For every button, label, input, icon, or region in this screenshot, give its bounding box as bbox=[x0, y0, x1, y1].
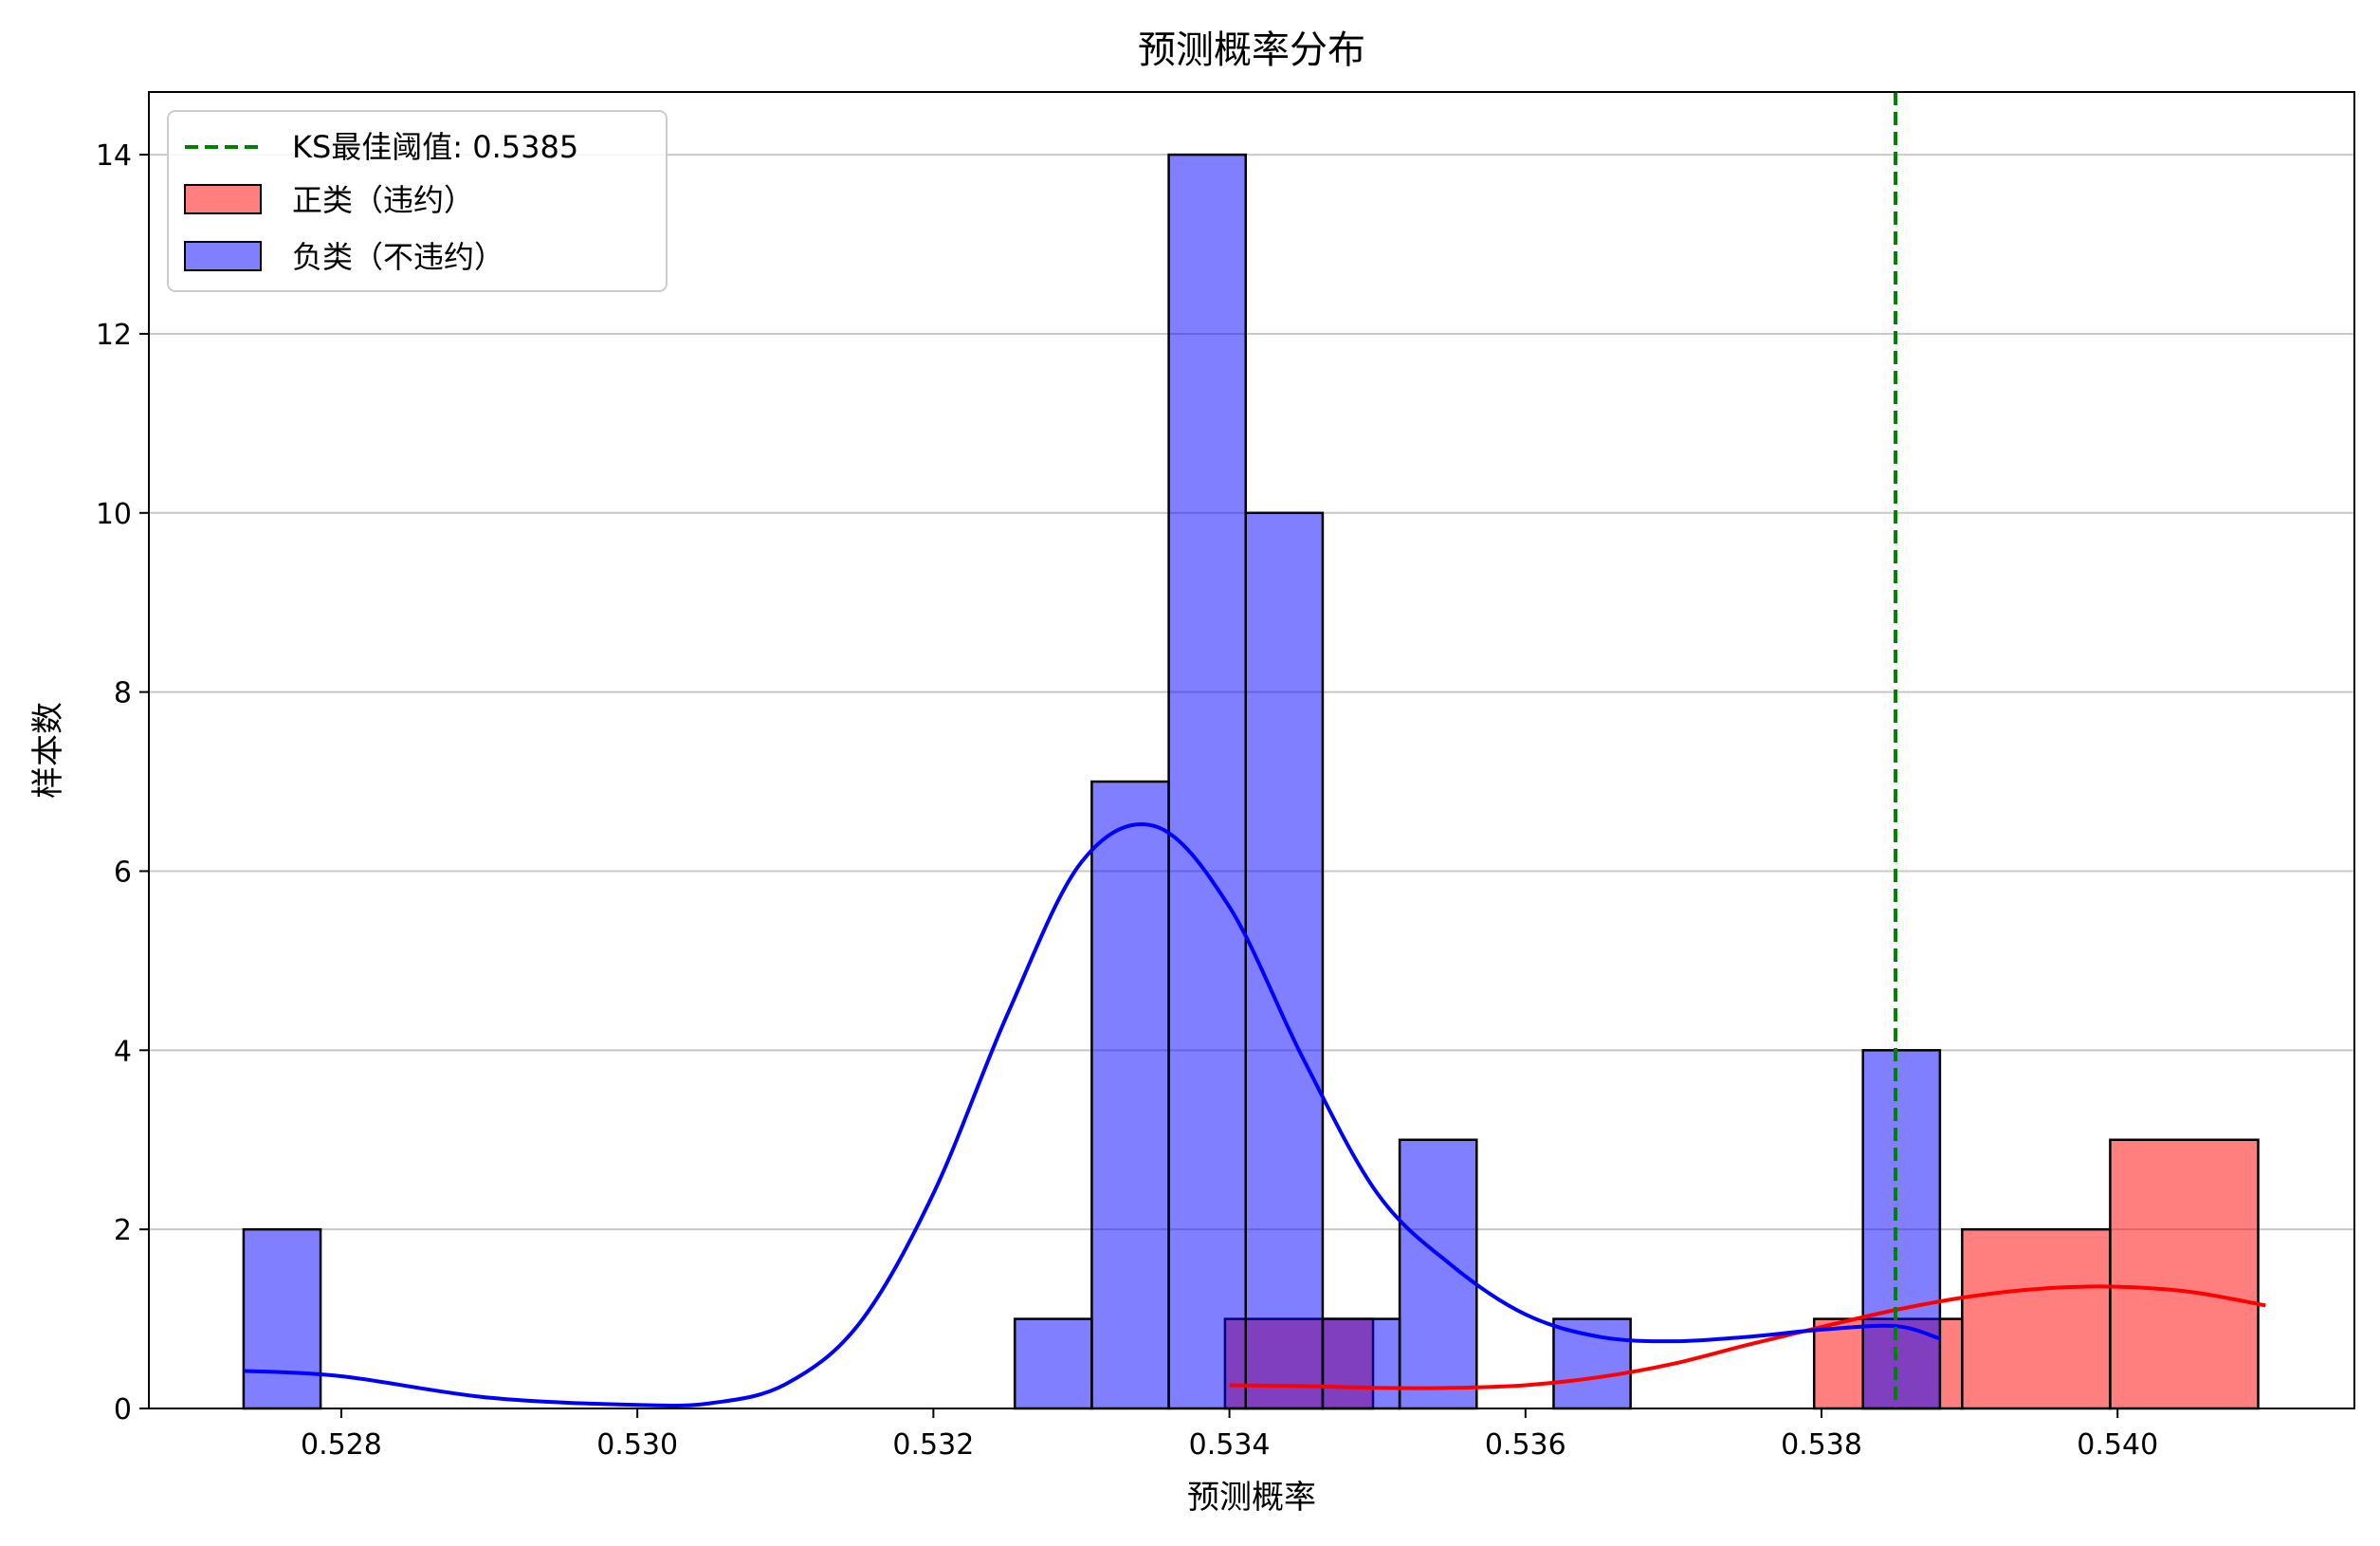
y-axis-label: 样本数 bbox=[29, 702, 67, 799]
legend-threshold-label: KS最佳阈值: 0.5385 bbox=[292, 129, 578, 165]
bar-series1-5 bbox=[1321, 1317, 1401, 1410]
bar-series1-2 bbox=[1090, 780, 1170, 1410]
bar-series1-7 bbox=[1552, 1317, 1632, 1410]
plot-frame bbox=[148, 91, 2355, 1409]
y-tick-label-0: 0 bbox=[114, 1393, 132, 1426]
x-tick-label-6: 0.540 bbox=[2077, 1428, 2158, 1462]
bar-series1-0 bbox=[242, 1227, 322, 1410]
bar-series0-2 bbox=[1961, 1227, 2112, 1410]
bar-series1-1 bbox=[1013, 1317, 1093, 1410]
legend-box bbox=[167, 110, 668, 292]
legend: KS最佳阈值: 0.5385 正类（违约） 负类（不违约） bbox=[167, 110, 668, 292]
bar-series1-3 bbox=[1167, 153, 1248, 1410]
legend-positive-label: 正类（违约） bbox=[292, 182, 474, 218]
bar-series0-3 bbox=[2109, 1138, 2260, 1410]
x-tick-label-5: 0.538 bbox=[1781, 1428, 1862, 1462]
y-tick-label-4: 8 bbox=[114, 677, 132, 710]
y-tick-label-6: 12 bbox=[96, 319, 132, 352]
y-tick-label-7: 14 bbox=[96, 139, 132, 173]
kde-curve-series0 bbox=[1229, 1284, 2266, 1390]
legend-negative-label: 负类（不违约） bbox=[292, 239, 504, 275]
x-axis: 0.528 0.530 0.532 0.534 0.536 0.538 0.540 bbox=[301, 1408, 2158, 1462]
bar-series1-8 bbox=[1861, 1049, 1942, 1410]
kde-curve-series1 bbox=[243, 821, 1941, 1408]
x-tick-label-0: 0.528 bbox=[301, 1428, 382, 1462]
y-tick-label-2: 4 bbox=[114, 1035, 132, 1068]
y-tick-label-1: 2 bbox=[114, 1214, 132, 1247]
y-tick-label-3: 6 bbox=[114, 856, 132, 889]
chart-title: 预测概率分布 bbox=[1138, 28, 1365, 72]
y-axis: 0 2 4 6 8 10 12 14 bbox=[96, 139, 149, 1426]
histogram-bars bbox=[242, 153, 2260, 1410]
legend-positive-swatch bbox=[184, 184, 262, 214]
legend-negative-swatch bbox=[184, 241, 262, 271]
x-tick-label-4: 0.536 bbox=[1485, 1428, 1566, 1462]
x-tick-label-1: 0.530 bbox=[596, 1428, 678, 1462]
x-tick-label-3: 0.534 bbox=[1189, 1428, 1271, 1462]
y-tick-label-5: 10 bbox=[96, 498, 132, 531]
x-tick-label-2: 0.532 bbox=[892, 1428, 974, 1462]
x-axis-label: 预测概率 bbox=[1187, 1479, 1316, 1517]
kde-curves bbox=[243, 821, 2266, 1408]
